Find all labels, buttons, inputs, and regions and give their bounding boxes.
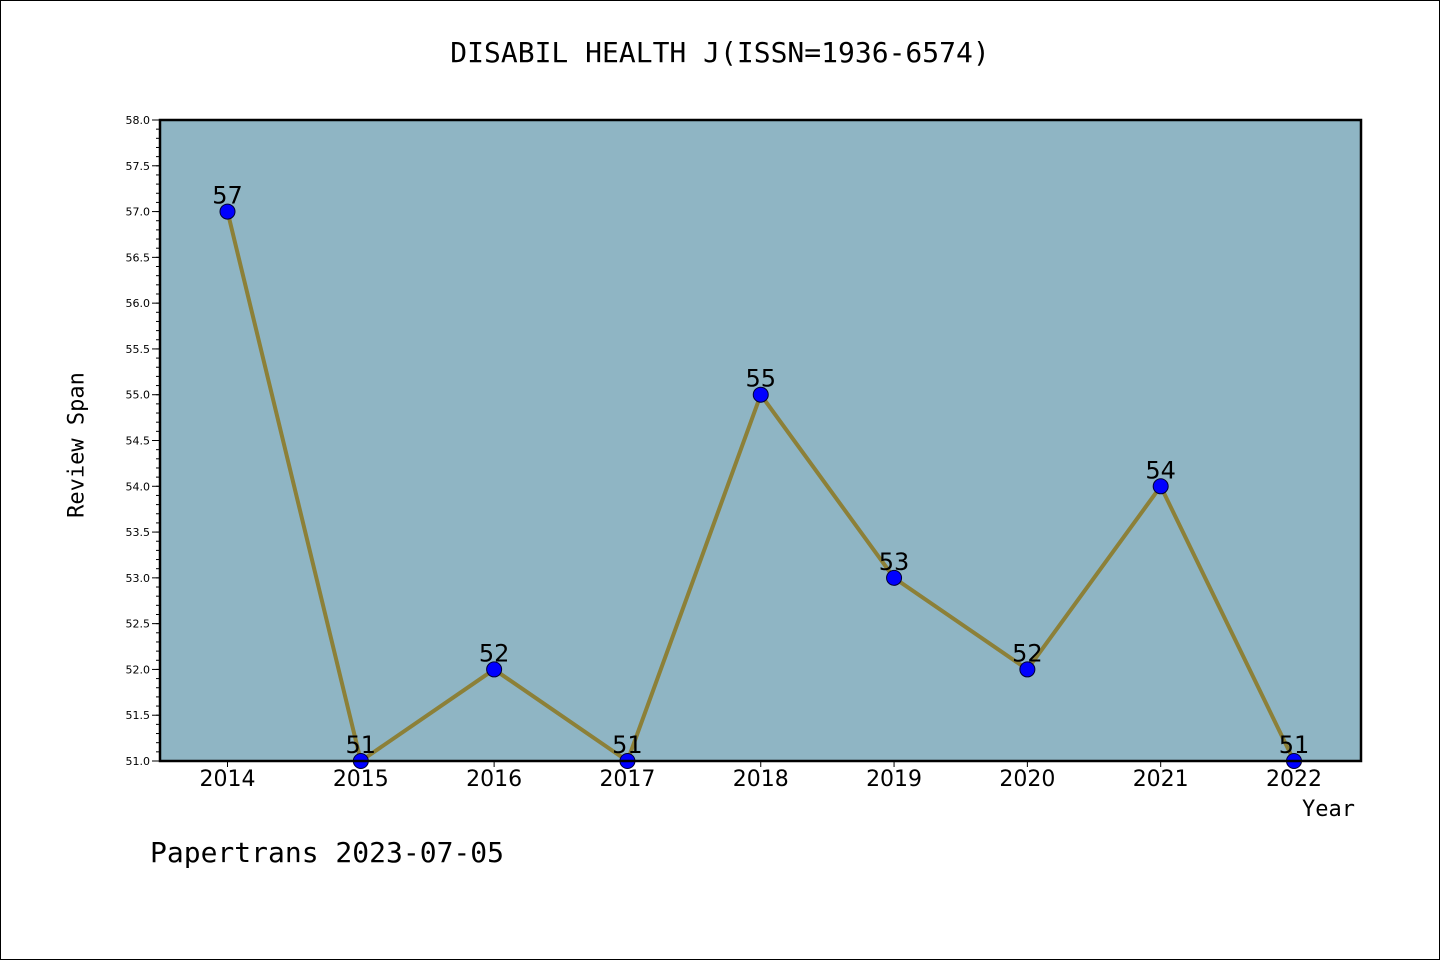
y-tick-label: 57.0 [126, 206, 151, 219]
data-label: 52 [479, 639, 510, 667]
x-tick-label: 2020 [999, 767, 1055, 792]
data-label: 51 [1279, 731, 1310, 759]
y-tick-label: 54.0 [126, 480, 151, 493]
y-tick-label: 55.5 [126, 343, 151, 356]
data-label: 51 [612, 731, 643, 759]
y-tick-label: 55.0 [126, 389, 151, 402]
y-tick-label: 52.5 [126, 618, 151, 631]
data-point [886, 569, 903, 586]
plot-area [160, 120, 1361, 761]
y-tick-label: 58.0 [126, 114, 151, 127]
data-label: 52 [1012, 639, 1043, 667]
series-group [219, 203, 1302, 769]
data-point [219, 203, 236, 220]
data-point [1019, 661, 1036, 678]
y-tick-label: 53.5 [126, 526, 151, 539]
data-labels: 57 51 52 51 55 53 52 54 51 [212, 182, 1309, 759]
y-tick-label: 53.0 [126, 572, 151, 585]
y-tick-label: 57.5 [126, 160, 151, 173]
data-point [752, 386, 769, 403]
y-tick-label: 56.5 [126, 251, 151, 264]
x-tick-label: 2022 [1266, 767, 1322, 792]
x-axis-label: Year [1302, 797, 1355, 822]
x-tick-label: 2018 [733, 767, 789, 792]
y-axis-ticks: 51.0 51.5 52.0 52.5 53.0 53.5 54.0 54.5 55.0 55.5… [126, 114, 160, 768]
x-tick-label: 2019 [866, 767, 922, 792]
y-tick-label: 51.0 [126, 755, 151, 768]
y-tick-label: 52.0 [126, 663, 151, 676]
x-axis-ticks: 2014 2015 2016 2017 2018 2019 2020 2021 2022 [200, 761, 1322, 792]
y-tick-label: 56.0 [126, 297, 151, 310]
plot-border [158, 118, 1363, 763]
data-label: 53 [879, 548, 910, 576]
data-label: 51 [346, 731, 377, 759]
data-label: 54 [1145, 456, 1176, 484]
data-point [486, 661, 503, 678]
x-tick-label: 2016 [466, 767, 522, 792]
data-label: 55 [745, 365, 776, 393]
y-tick-label: 54.5 [126, 435, 151, 448]
x-tick-label: 2021 [1133, 767, 1189, 792]
y-tick-label: 51.5 [126, 709, 151, 722]
chart-title: DISABIL HEALTH J(ISSN=1936-6574) [450, 36, 990, 69]
data-label: 57 [212, 182, 243, 210]
footer-stamp: Papertrans 2023-07-05 [150, 836, 505, 869]
x-tick-label: 2015 [333, 767, 389, 792]
x-tick-label: 2014 [200, 767, 256, 792]
data-point [1152, 478, 1169, 495]
x-tick-label: 2017 [599, 767, 655, 792]
